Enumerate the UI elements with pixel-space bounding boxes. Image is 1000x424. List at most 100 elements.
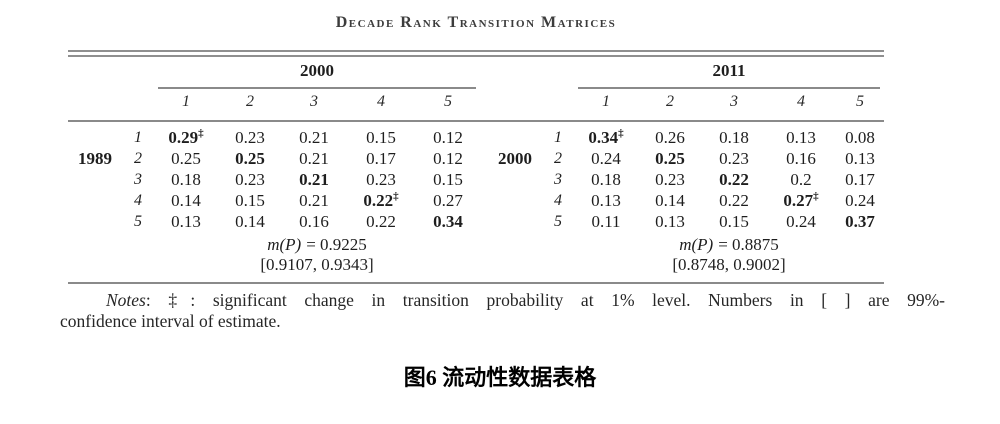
matrix-cell: 0.13 — [591, 191, 621, 210]
matrix-cell: 0.22 — [719, 170, 749, 189]
matrix-cell: 0.25 — [171, 149, 201, 168]
left-col-header: 5 — [444, 93, 452, 110]
column-gap — [480, 190, 488, 211]
left-era-label — [68, 190, 122, 211]
left-row-num: 2 — [134, 150, 142, 167]
matrix-cell: 0.08 — [845, 128, 875, 147]
matrix-cell: 0.21 — [299, 191, 329, 210]
matrix-cell: 0.22 — [719, 191, 749, 210]
right-era-label — [488, 127, 542, 148]
left-matrix-year: 2000 — [158, 60, 476, 89]
column-gap — [480, 148, 488, 169]
right-era-label — [488, 169, 542, 190]
right-row-num: 3 — [554, 171, 562, 188]
matrix-cell: 0.23 — [235, 128, 265, 147]
matrix-cell: 0.22 — [366, 212, 396, 231]
left-confidence-interval: [0.9107, 0.9343] — [260, 255, 374, 274]
mobility-label: m(P) — [267, 235, 302, 254]
left-era-label — [68, 169, 122, 190]
right-col-header: 5 — [856, 93, 864, 110]
mid-rule — [68, 120, 884, 122]
mobility-label: m(P) — [679, 235, 714, 254]
matrix-cell: 0.13 — [845, 149, 875, 168]
matrix-cell: 0.34 — [433, 212, 463, 231]
right-matrix-year: 2011 — [578, 60, 880, 89]
right-era-label — [488, 211, 542, 232]
year-header-row: 2000 2011 — [68, 60, 884, 89]
left-era-label: 1989 — [78, 149, 112, 168]
matrix-cell: 0.11 — [591, 212, 621, 231]
matrix-cell: 0.25 — [235, 149, 265, 168]
matrix-cell: 0.12 — [433, 149, 463, 168]
figure-caption: 图6 流动性数据表格 — [403, 365, 597, 390]
matrix-cell: 0.24 — [591, 149, 621, 168]
table-notes: Notes: ‡: significant change in transiti… — [60, 290, 945, 332]
right-era-label: 2000 — [498, 149, 532, 168]
matrix-cell: 0.23 — [235, 170, 265, 189]
matrix-cell: 0.24 — [786, 212, 816, 231]
column-gap — [480, 169, 488, 190]
matrix-cell: 0.21 — [299, 128, 329, 147]
left-era-label — [68, 127, 122, 148]
matrix-cell: 0.2 — [790, 170, 812, 189]
matrix-cell: 0.13 — [171, 212, 201, 231]
matrix-cell: 0.17 — [845, 170, 875, 189]
matrix-cell: 0.26 — [655, 128, 685, 147]
right-col-header: 1 — [602, 93, 610, 110]
matrix-row: 1989 2 0.25 0.25 0.21 0.17 0.12 2000 2 0… — [68, 148, 884, 169]
matrix-cell: 0.23 — [719, 149, 749, 168]
column-gap — [480, 211, 488, 232]
matrix-cell: 0.13 — [786, 128, 816, 147]
matrix-cell: 0.18 — [171, 170, 201, 189]
notes-line-1: Notes: ‡: significant change in transiti… — [106, 290, 945, 310]
matrix-cell: 0.21 — [299, 149, 329, 168]
matrix-cell: 0.16 — [786, 149, 816, 168]
matrix-cell: 0.27‡ — [783, 190, 819, 210]
left-row-num: 5 — [134, 213, 142, 230]
left-col-header: 4 — [377, 93, 385, 110]
right-row-num: 1 — [554, 129, 562, 146]
matrix-cell: 0.29‡ — [168, 127, 204, 147]
matrix-cell: 0.14 — [655, 191, 685, 210]
matrix-cell: 0.34‡ — [588, 127, 624, 147]
notes-label: Notes — [106, 290, 146, 310]
column-header-row: 1 2 3 4 5 1 2 3 4 5 — [68, 89, 884, 120]
bottom-rule — [68, 282, 884, 284]
dagger-mark: ‡ — [393, 190, 399, 203]
matrix-cell: 0.25 — [655, 149, 685, 168]
right-col-header: 2 — [666, 93, 674, 110]
right-row-num: 5 — [554, 213, 562, 230]
matrix-row: 1 0.29‡ 0.23 0.21 0.15 0.12 1 0.34‡ 0.26… — [68, 127, 884, 148]
matrix-cell: 0.23 — [655, 170, 685, 189]
left-era-label — [68, 211, 122, 232]
mobility-row: m(P) = 0.9225 m(P) = 0.8875 — [68, 234, 884, 255]
right-row-num: 4 — [554, 192, 562, 209]
right-era-label — [488, 190, 542, 211]
left-col-header: 2 — [246, 93, 254, 110]
matrix-cell: 0.15 — [719, 212, 749, 231]
dagger-mark: ‡ — [618, 127, 624, 140]
notes-line-2: confidence interval of estimate. — [60, 311, 281, 331]
matrix-cell: 0.16 — [299, 212, 329, 231]
matrix-cell: 0.15 — [235, 191, 265, 210]
double-rule-top — [68, 50, 884, 57]
left-col-header: 3 — [310, 93, 318, 110]
right-col-header: 4 — [797, 93, 805, 110]
matrix-row: 4 0.14 0.15 0.21 0.22‡ 0.27 4 0.13 0.14 … — [68, 190, 884, 211]
matrix-cell: 0.18 — [719, 128, 749, 147]
matrix-row: 3 0.18 0.23 0.21 0.23 0.15 3 0.18 0.23 0… — [68, 169, 884, 190]
left-row-num: 1 — [134, 129, 142, 146]
right-confidence-interval: [0.8748, 0.9002] — [672, 255, 786, 274]
left-row-num: 3 — [134, 171, 142, 188]
column-gap — [480, 127, 488, 148]
left-col-header: 1 — [182, 93, 190, 110]
transition-matrices-table: 2000 2011 1 2 3 4 5 1 2 3 4 5 1 0.29‡ 0.… — [68, 50, 884, 284]
matrix-cell: 0.18 — [591, 170, 621, 189]
confidence-interval-row: [0.9107, 0.9343] [0.8748, 0.9002] — [68, 255, 884, 275]
matrix-cell: 0.21 — [299, 170, 329, 189]
matrix-cell: 0.37 — [845, 212, 875, 231]
right-row-num: 2 — [554, 150, 562, 167]
matrix-cell: 0.15 — [366, 128, 396, 147]
left-mobility-value: m(P) = 0.9225 — [267, 235, 367, 254]
